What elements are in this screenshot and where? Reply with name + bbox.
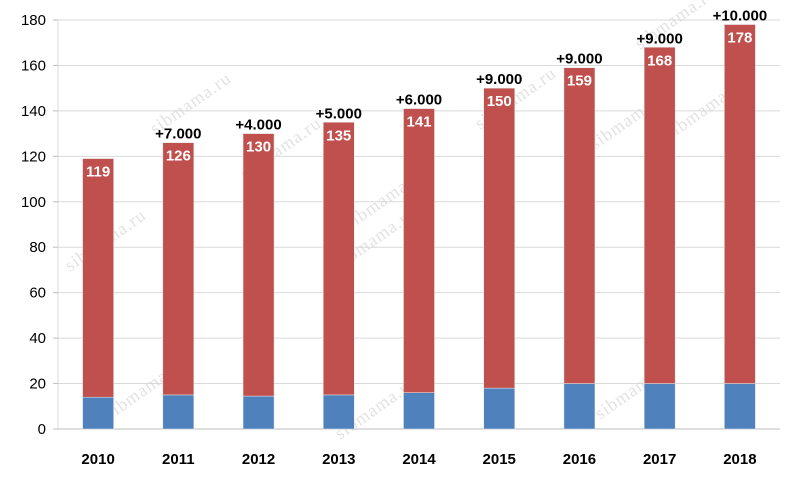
bar-segment — [724, 383, 756, 430]
x-tick-label: 2018 — [723, 451, 756, 468]
increase-annotation: +9.000 — [637, 30, 683, 47]
total-value-label: 150 — [487, 93, 512, 110]
y-tick-label: 60 — [29, 285, 46, 302]
bar-segment — [643, 383, 676, 430]
y-tick-label: 120 — [21, 148, 46, 165]
total-value-label: 178 — [727, 30, 752, 47]
y-tick-label: 100 — [21, 194, 46, 211]
total-value-label: 159 — [567, 73, 592, 90]
bar-segment — [82, 396, 114, 430]
total-value-label: 119 — [86, 164, 110, 181]
bar-segment — [323, 122, 355, 396]
bar-segment — [483, 387, 515, 430]
x-tick-label: 2011 — [162, 451, 195, 468]
total-value-label: 135 — [326, 127, 351, 144]
total-value-label: 130 — [246, 139, 271, 156]
increase-annotation: +7.000 — [155, 126, 201, 143]
bar-segment — [323, 394, 355, 430]
bar-segment — [242, 133, 275, 397]
y-tick-label: 160 — [21, 57, 46, 74]
x-tick-label: 2014 — [402, 451, 436, 468]
y-tick-label: 0 — [38, 421, 46, 438]
bar-segment — [162, 142, 195, 396]
x-tick-label: 2010 — [81, 451, 114, 468]
bar-segment — [563, 67, 596, 384]
y-axis-ticks: 0 20 40 60 80 100 120 140 160 180 — [21, 12, 46, 438]
bar-segment — [82, 158, 114, 398]
x-tick-label: 2015 — [483, 451, 516, 468]
y-tick-label: 20 — [29, 376, 46, 393]
y-tick-label: 140 — [21, 103, 46, 120]
increase-annotation: +9.000 — [556, 51, 602, 68]
bars — [82, 24, 756, 430]
increase-annotation: +5.000 — [316, 105, 362, 122]
y-tick-label: 180 — [21, 12, 46, 29]
total-value-label: 126 — [166, 148, 191, 165]
bar-segment — [643, 47, 676, 384]
x-tick-label: 2013 — [322, 451, 355, 468]
x-tick-label: 2016 — [563, 451, 596, 468]
x-axis-ticks: 2010 2011 2012 2013 2014 2015 2016 2017 2018 — [81, 451, 756, 468]
total-value-label: 141 — [406, 114, 431, 131]
y-tick-label: 40 — [29, 330, 46, 347]
y-tick-label: 80 — [29, 239, 46, 256]
total-value-label: 168 — [647, 52, 672, 69]
data-labels: 119 126 +7.000 130 +4.000 135 +5.000 141 +6.000 1… — [86, 8, 767, 181]
bar-segment — [162, 394, 195, 430]
bar-segment — [242, 395, 275, 430]
x-tick-label: 2012 — [242, 451, 275, 468]
bar-segment — [403, 108, 435, 393]
bar-segment — [483, 87, 515, 389]
bar-segment — [563, 383, 596, 430]
increase-annotation: +6.000 — [396, 92, 442, 109]
bar-segment — [403, 392, 435, 430]
increase-annotation: +10.000 — [713, 8, 768, 25]
bar-segment — [724, 24, 756, 384]
increase-annotation: +4.000 — [235, 117, 281, 134]
increase-annotation: +9.000 — [476, 71, 522, 88]
x-tick-label: 2017 — [643, 451, 676, 468]
